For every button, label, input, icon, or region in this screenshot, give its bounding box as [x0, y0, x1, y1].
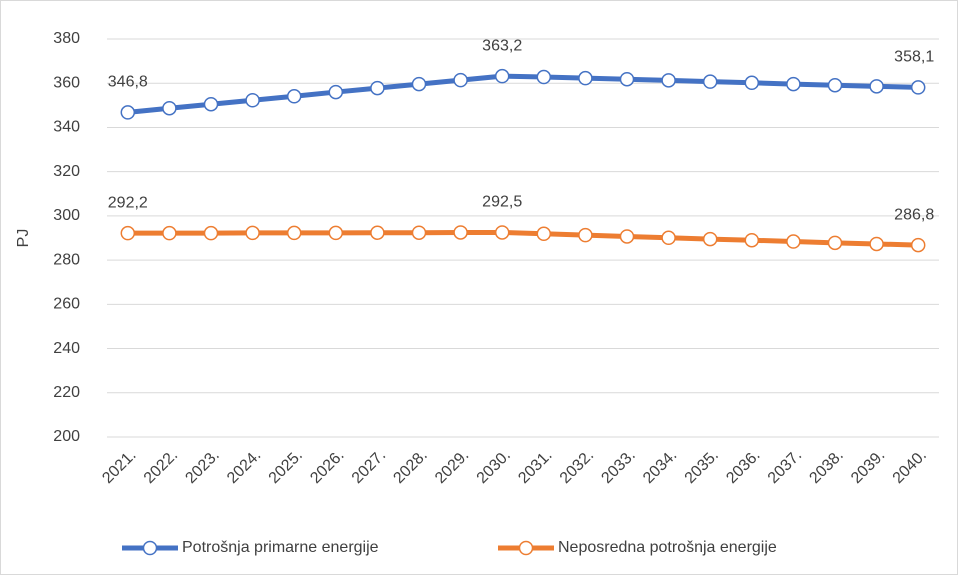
data-point: [827, 235, 843, 251]
y-tick-label: 340: [53, 119, 80, 136]
data-point: [661, 230, 676, 246]
y-tick-label: 360: [53, 74, 80, 91]
y-tick-label: 320: [53, 163, 80, 180]
data-point: [869, 236, 884, 252]
y-tick-label: 260: [53, 296, 80, 313]
data-point: [702, 231, 718, 247]
data-point: [245, 92, 260, 108]
data-point: [411, 225, 427, 240]
data-point: [786, 234, 801, 249]
data-point: [744, 232, 760, 248]
data-point: [619, 71, 635, 87]
data-point: [328, 225, 344, 241]
data-point: [370, 80, 385, 96]
data-point: [869, 79, 884, 94]
data-point: [910, 237, 926, 253]
data-point: [453, 72, 468, 88]
data-point: [786, 76, 801, 92]
data-point: [370, 225, 385, 240]
data-point: [286, 225, 302, 241]
data-label: 292,2: [108, 194, 148, 211]
data-point: [536, 69, 552, 85]
data-label: 286,8: [894, 206, 934, 223]
data-point: [702, 74, 718, 89]
y-tick-label: 240: [53, 340, 80, 357]
data-point: [578, 227, 593, 243]
data-point: [494, 68, 510, 84]
data-point: [245, 225, 260, 241]
data-point: [162, 100, 177, 116]
data-point: [162, 225, 177, 241]
legend-marker: [518, 540, 534, 556]
data-point: [827, 77, 843, 93]
data-label: 292,5: [482, 194, 522, 211]
data-point: [203, 96, 219, 112]
legend-label: Potrošnja primarne energije: [182, 539, 379, 556]
data-point: [910, 80, 926, 95]
data-label: 346,8: [108, 74, 148, 91]
legend-marker: [142, 540, 158, 556]
data-point: [120, 225, 136, 241]
data-point: [536, 226, 552, 242]
data-point: [203, 225, 219, 241]
y-tick-label: 380: [53, 30, 80, 47]
data-point: [744, 75, 760, 91]
y-tick-label: 300: [53, 207, 80, 224]
data-label: 358,1: [894, 49, 934, 66]
data-point: [494, 225, 510, 240]
data-point: [619, 229, 635, 244]
data-point: [120, 105, 136, 120]
y-tick-label: 220: [53, 384, 80, 401]
legend-label: Neposredna potrošnja energije: [558, 539, 777, 556]
data-point: [286, 89, 302, 104]
y-axis-label: PJ: [15, 229, 32, 248]
y-tick-label: 280: [53, 251, 80, 268]
data-label: 363,2: [482, 37, 522, 54]
data-point: [328, 84, 344, 100]
data-point: [578, 70, 593, 86]
data-point: [453, 225, 468, 240]
y-tick-label: 200: [53, 428, 80, 445]
data-point: [411, 76, 427, 92]
data-point: [661, 73, 676, 88]
